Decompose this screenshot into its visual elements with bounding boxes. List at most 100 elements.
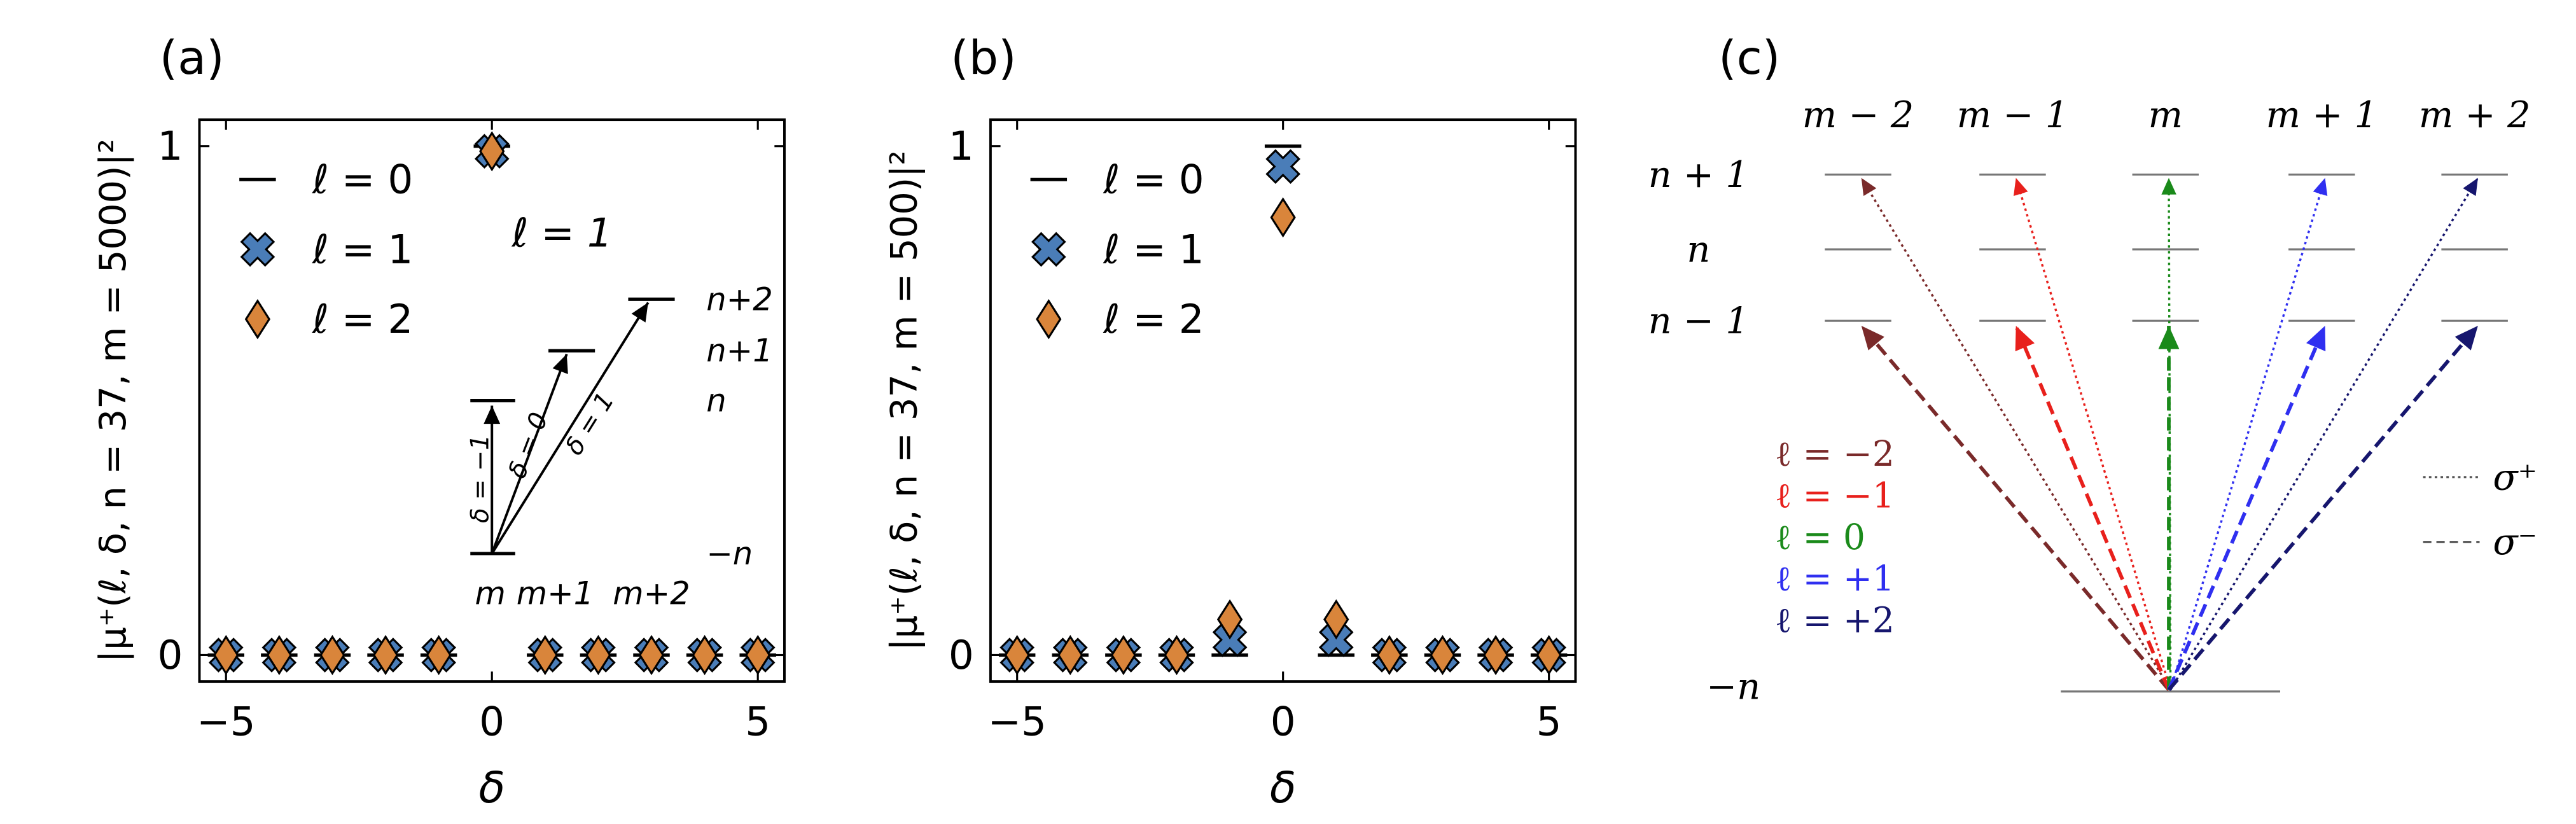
legend-marker: [240, 232, 275, 267]
sigma-plus-arrow-head: [2313, 178, 2328, 196]
panel-label: (c): [1718, 31, 1780, 85]
inset-arrow: [491, 302, 650, 554]
polarization-label: σ⁻: [2493, 520, 2537, 563]
marker-diamond: [479, 131, 505, 172]
inset-arrow-head: [484, 405, 501, 424]
marker-diamond: [1216, 599, 1243, 640]
inset-level-label: n+2: [706, 281, 773, 318]
inset-arrow: [491, 353, 568, 554]
x-tick-label: 0: [1271, 698, 1296, 744]
y-axis-label: |μ⁺(ℓ, δ, n = 37, m = 500)|²: [883, 150, 926, 650]
sigma-plus-arrow: [2168, 178, 2172, 690]
inset-column-label: m+1: [517, 575, 594, 612]
y-tick-label: 0: [949, 632, 974, 678]
marker-diamond: [1482, 634, 1509, 676]
sigma-minus-arrow-head: [2015, 326, 2035, 352]
column-label: m − 2: [1802, 94, 1914, 136]
marker-diamond: [532, 634, 558, 676]
marker-diamond: [1376, 634, 1402, 676]
legend-label: ℓ = 0: [1103, 157, 1204, 203]
legend-label: ℓ = 0: [312, 157, 413, 203]
x-tick-label: 0: [479, 698, 505, 744]
marker-diamond: [1164, 634, 1190, 676]
inset-level-label: n+1: [706, 332, 773, 369]
legend-label: ℓ = 1: [1103, 226, 1204, 272]
column-label: m − 1: [1957, 94, 2069, 136]
inset-arrow-label: δ = 1: [560, 388, 620, 460]
y-axis-label: |μ⁺(ℓ, δ, n = 37, m = 5000)|²: [92, 139, 134, 662]
marker-diamond: [319, 634, 345, 676]
sigma-minus-arrow: [2014, 325, 2171, 691]
sigma-plus-arrow-head: [1861, 178, 1877, 197]
y-tick-label: 0: [157, 632, 183, 678]
transition-legend: ℓ = −1: [1775, 475, 1895, 516]
x-tick-label: 5: [1536, 698, 1562, 744]
panel-label: (a): [160, 31, 225, 85]
inset-arrow-label: δ = −1: [466, 435, 494, 523]
y-tick-label: 1: [949, 123, 974, 169]
marker-x: [1265, 149, 1301, 185]
x-axis-label: δ: [1270, 763, 1297, 813]
inset-level-label: n: [706, 382, 726, 419]
sigma-plus-arrow: [2169, 178, 2327, 690]
y-tick-label: 1: [157, 123, 183, 169]
marker-diamond: [1323, 599, 1349, 640]
plot-frame: [198, 118, 786, 683]
panel-label: (b): [950, 31, 1016, 85]
polarization-label: σ⁺: [2493, 456, 2537, 498]
legend-marker: [1036, 298, 1062, 340]
inset-arrow-head: [552, 354, 568, 374]
ground-label: −n: [1706, 665, 1760, 708]
sigma-minus-arrow: [2167, 325, 2327, 691]
row-label: n − 1: [1648, 300, 1749, 342]
marker-diamond: [638, 634, 665, 676]
sigma-plus-arrow: [1860, 177, 2172, 691]
inset-level-label: −n: [706, 535, 753, 572]
sigma-minus-arrow-head: [2158, 326, 2180, 349]
sigma-minus-arrow-head: [1861, 326, 1884, 351]
column-label: m: [2148, 94, 2183, 136]
marker-diamond: [585, 634, 611, 676]
marker-diamond: [372, 634, 399, 676]
legend-label: ℓ = 1: [312, 226, 413, 272]
transition-legend: ℓ = −2: [1775, 433, 1895, 474]
column-label: m + 2: [2419, 94, 2531, 136]
marker-diamond: [692, 634, 718, 676]
column-label: m + 1: [2266, 94, 2378, 136]
marker-diamond: [266, 634, 293, 676]
transition-legend: ℓ = +1: [1775, 558, 1895, 599]
legend-marker: [244, 298, 271, 340]
sigma-minus-arrow: [1860, 325, 2171, 691]
plot-frame: [989, 118, 1577, 683]
sigma-plus-arrow-head: [2161, 178, 2176, 195]
transition-legend: ℓ = +2: [1775, 599, 1895, 640]
x-tick-label: −5: [197, 698, 255, 744]
sigma-minus-arrow-head: [2454, 326, 2478, 351]
marker-diamond: [1057, 634, 1083, 676]
inset-column-label: m: [475, 575, 505, 612]
marker-diamond: [1270, 197, 1296, 238]
sigma-plus-arrow: [2169, 177, 2479, 691]
marker-diamond: [1004, 634, 1030, 676]
marker-diamond: [426, 634, 452, 676]
sigma-plus-arrow-head: [2463, 178, 2478, 197]
inset-arrow-label: δ = 0: [503, 409, 554, 482]
x-axis-label: δ: [478, 763, 505, 813]
marker-diamond: [1430, 634, 1456, 676]
legend-label: ℓ = 2: [312, 296, 413, 342]
x-tick-label: 5: [745, 698, 770, 744]
marker-diamond: [1536, 634, 1562, 676]
row-label: n: [1687, 228, 1710, 270]
marker-diamond: [213, 634, 239, 676]
inset-column-label: m+2: [613, 575, 690, 612]
inset-arrow-head: [631, 302, 648, 323]
annotation: ℓ = 1: [512, 209, 613, 256]
marker-diamond: [745, 634, 771, 676]
legend-marker: [1031, 232, 1066, 267]
x-tick-label: −5: [987, 698, 1046, 744]
sigma-minus-arrow: [2167, 325, 2480, 691]
sigma-plus-arrow: [2015, 178, 2172, 690]
marker-diamond: [1110, 634, 1137, 676]
